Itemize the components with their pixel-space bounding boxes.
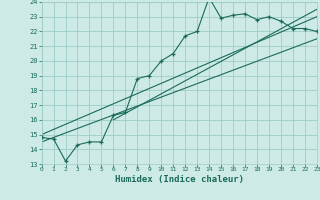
X-axis label: Humidex (Indice chaleur): Humidex (Indice chaleur) xyxy=(115,175,244,184)
